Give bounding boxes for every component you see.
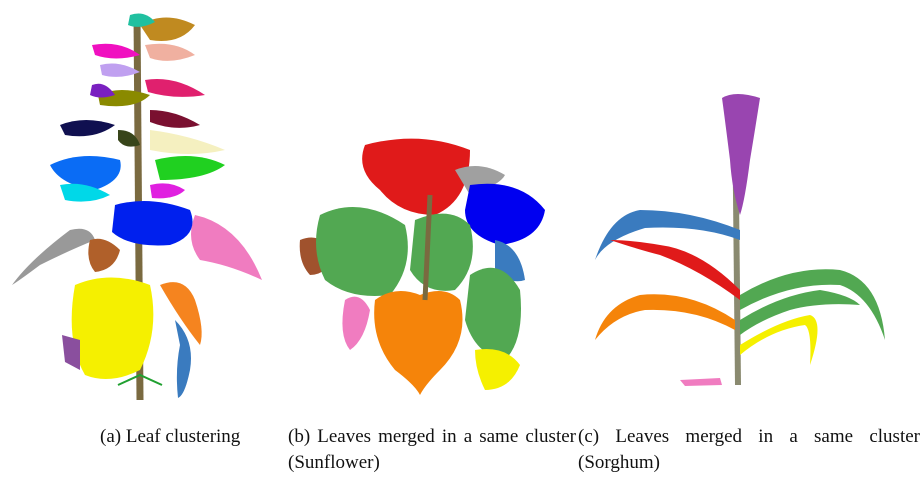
caption: (b) Leaves merged in a same cluster (Sun… <box>288 424 576 476</box>
caption: (c) Leaves merged in a same cluster (Sor… <box>578 424 920 476</box>
panel-b-image <box>300 139 545 395</box>
figure-images <box>0 0 924 410</box>
caption: (a) Leaf clustering <box>100 424 280 450</box>
figure: (a) Leaf clustering (b) Leaves merged in… <box>0 0 924 481</box>
panel-c-image <box>595 94 885 386</box>
panel-a-image <box>12 14 262 400</box>
